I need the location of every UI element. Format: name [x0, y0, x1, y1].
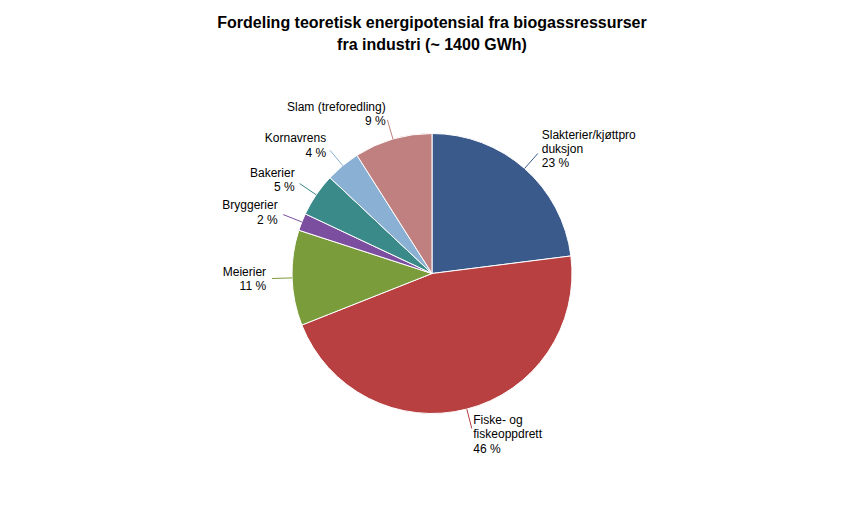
svg-text:Kornavrens4 %: Kornavrens4 %: [265, 131, 327, 159]
svg-text:Bryggerier2 %: Bryggerier2 %: [222, 198, 278, 226]
svg-text:Fiske- ogfiskeoppdrett46 %: Fiske- ogfiskeoppdrett46 %: [473, 413, 542, 456]
svg-text:Slakterier/kjøttproduksjon23 %: Slakterier/kjøttproduksjon23 %: [542, 128, 636, 171]
svg-text:Slam (treforedling)9 %: Slam (treforedling)9 %: [287, 100, 386, 128]
html-text:fra industri (~ 1400 GWh): fra industri (~ 1400 GWh): [337, 36, 527, 53]
html-text:Fordeling teoretisk energipote: Fordeling teoretisk energipotensial fra …: [217, 14, 647, 31]
svg-text:Bakerier5 %: Bakerier5 %: [250, 166, 295, 194]
svg-text:Meierier11 %: Meierier11 %: [223, 265, 267, 293]
